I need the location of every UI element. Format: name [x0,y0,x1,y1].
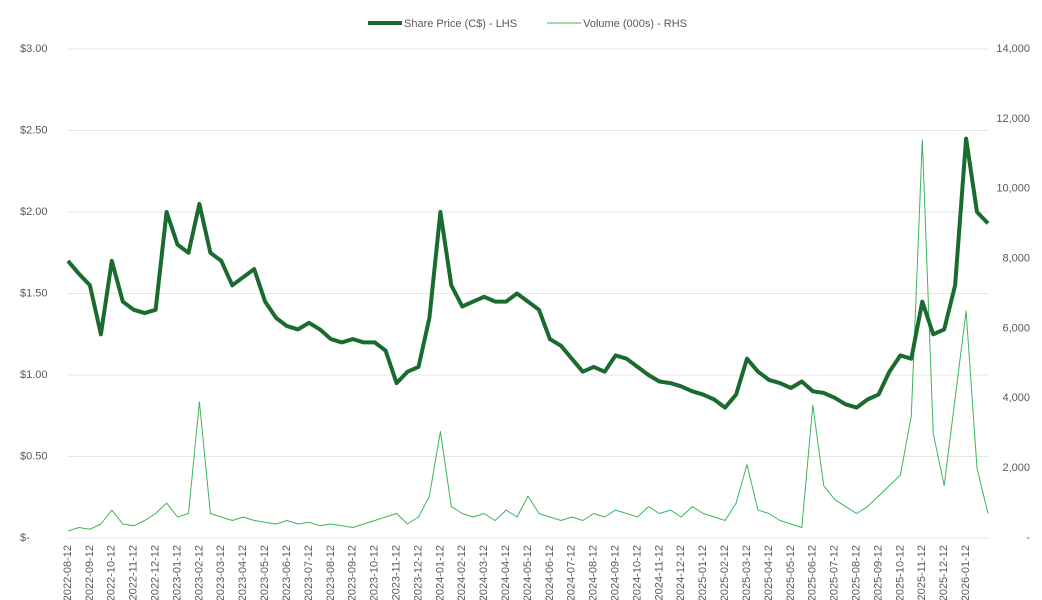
x-tick-label: 2023-03-12 [215,545,227,600]
y-tick-label: $2.50 [20,124,48,136]
x-tick-label: 2025-07-12 [829,545,841,600]
x-tick-label: 2025-02-12 [719,545,731,600]
x-tick-label: 2024-10-12 [631,545,643,600]
x-tick-label: 2024-09-12 [610,545,622,600]
x-tick-label: 2025-05-12 [785,545,797,600]
x-tick-label: 2024-07-12 [566,545,578,600]
x-tick-label: 2023-07-12 [303,545,315,600]
x-tick-label: 2022-12-12 [150,545,162,600]
x-tick-label: 2025-01-12 [697,545,709,600]
x-tick-label: 2022-08-12 [62,545,74,600]
series-line [67,139,989,532]
x-tick-label: 2023-05-12 [259,545,271,600]
y-tick-label: $1.50 [20,287,48,299]
x-tick-label: 2025-08-12 [850,545,862,600]
x-tick-label: 2025-12-12 [938,545,950,600]
x-tick-label: 2026-01-12 [960,545,972,600]
x-tick-label: 2023-08-12 [325,545,337,600]
x-tick-label: 2024-08-12 [588,545,600,600]
x-tick-label: 2025-09-12 [872,545,884,600]
y2-tick-label: - [1026,532,1030,544]
x-tick-label: 2025-04-12 [763,545,775,600]
y2-tick-label: 10,000 [996,183,1030,195]
x-tick-label: 2023-10-12 [369,545,381,600]
y-tick-label: $2.00 [20,206,48,218]
x-tick-label: 2024-01-12 [434,545,446,600]
y-tick-label: $1.00 [20,369,48,381]
x-tick-label: 2024-06-12 [544,545,556,600]
x-tick-label: 2023-12-12 [412,545,424,600]
x-tick-label: 2024-12-12 [675,545,687,600]
x-tick-label: 2024-05-12 [522,545,534,600]
x-tick-label: 2025-10-12 [894,545,906,600]
y-tick-label: $3.00 [20,43,48,55]
legend-label: Share Price (C$) - LHS [404,18,517,30]
y-tick-label: $- [20,532,30,544]
x-tick-label: 2025-03-12 [741,545,753,600]
y2-tick-label: 12,000 [996,113,1030,125]
y2-tick-label: 6,000 [1002,322,1030,334]
x-tick-label: 2022-10-12 [106,545,118,600]
x-tick-label: 2024-04-12 [500,545,512,600]
x-tick-label: 2022-09-12 [84,545,96,600]
x-tick-label: 2023-09-12 [347,545,359,600]
y2-tick-label: 2,000 [1002,462,1030,474]
y2-tick-label: 14,000 [996,43,1030,55]
y-tick-label: $0.50 [20,450,48,462]
series-line [66,136,990,410]
x-tick-label: 2022-11-12 [128,545,140,600]
y2-tick-label: 4,000 [1002,392,1030,404]
x-tick-label: 2023-02-12 [193,545,205,600]
x-tick-label: 2024-11-12 [653,545,665,600]
x-tick-label: 2023-06-12 [281,545,293,600]
y2-tick-label: 8,000 [1002,252,1030,264]
x-tick-label: 2025-11-12 [916,545,928,600]
x-tick-label: 2023-11-12 [390,545,402,600]
x-tick-label: 2024-03-12 [478,545,490,600]
legend-label: Volume (000s) - RHS [583,18,687,30]
x-tick-label: 2024-02-12 [456,545,468,600]
x-tick-label: 2023-04-12 [237,545,249,600]
x-tick-label: 2023-01-12 [171,545,183,600]
x-tick-label: 2025-06-12 [807,545,819,600]
